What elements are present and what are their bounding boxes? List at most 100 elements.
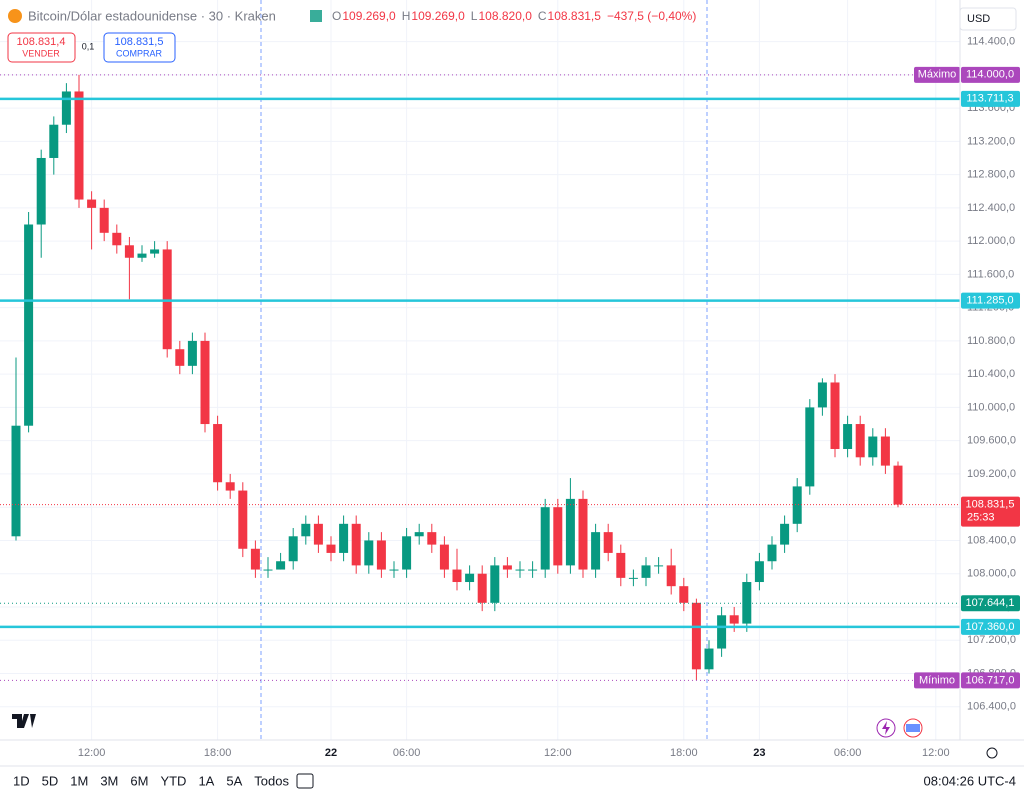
price-label: 111.285,0 [966, 294, 1013, 306]
range-bar: 1D 5D 1M 3M 6M YTD 1A 5A Todos [13, 773, 289, 788]
date-range-icon[interactable] [296, 773, 314, 789]
countdown: 25:33 [967, 511, 995, 523]
candle-body [805, 407, 815, 487]
sell-price[interactable]: 108.831,4 [17, 36, 66, 48]
candle-body [893, 465, 903, 505]
range-button[interactable]: 5A [226, 773, 242, 788]
candle-body [767, 544, 777, 562]
candle-body [339, 523, 349, 553]
range-button[interactable]: 5D [42, 773, 59, 788]
ohlc-value: 108.820,0 [478, 9, 532, 23]
ohlc-value: 108.831,5 [548, 9, 602, 23]
symbol-icon [8, 9, 22, 23]
candle-body [641, 565, 651, 578]
candle-body [11, 425, 21, 537]
x-tick-label: 18:00 [670, 747, 698, 759]
candle-body [540, 507, 550, 570]
y-tick-label: 112.000,0 [967, 235, 1015, 247]
ohlc-key: O [332, 9, 341, 23]
candle-body [528, 569, 538, 571]
sell-button[interactable] [7, 32, 76, 63]
buy-label[interactable]: COMPRAR [116, 48, 163, 58]
buy-price[interactable]: 108.831,5 [115, 36, 164, 48]
range-button[interactable]: YTD [160, 773, 186, 788]
candle-body [691, 602, 701, 670]
candle-body [351, 523, 361, 566]
candle-body [666, 565, 676, 587]
candle-body [200, 340, 210, 425]
y-tick-label: 114.400,0 [967, 35, 1015, 47]
candle-body [465, 573, 475, 583]
candle-body [150, 249, 160, 254]
candle-body [112, 232, 122, 246]
candle-body [591, 532, 601, 570]
candle-body [276, 561, 286, 570]
candle-body [754, 561, 764, 583]
candle-body [880, 436, 890, 466]
price-label-box [961, 595, 1020, 612]
candle-body [238, 490, 248, 549]
candle-body [175, 349, 185, 366]
candle-body [792, 486, 802, 524]
candle-body [439, 544, 449, 570]
candle-body [36, 157, 46, 225]
y-tick-label: 108.400,0 [967, 534, 1016, 546]
candle-body [515, 569, 525, 571]
candle-body [49, 124, 59, 158]
candle-body [855, 424, 865, 458]
candle-body [704, 648, 714, 670]
currency-box[interactable] [959, 7, 1017, 31]
settings-icon[interactable] [986, 747, 998, 759]
candle-body [364, 540, 374, 566]
currency[interactable]: USD [967, 13, 990, 25]
range-button[interactable]: 1D [13, 773, 30, 788]
range-button[interactable]: Todos [254, 773, 289, 788]
candle-body [301, 523, 311, 537]
price-label: 114.000,0 [966, 69, 1014, 81]
candle-body [99, 207, 109, 233]
range-button[interactable]: 3M [100, 773, 118, 788]
candle-body [717, 615, 727, 649]
price-label: 113.711,3 [966, 93, 1013, 105]
candle-body [326, 544, 336, 553]
candle-body [742, 582, 752, 624]
range-button[interactable]: 1M [70, 773, 88, 788]
range-button[interactable]: 1A [198, 773, 214, 788]
x-tick-label: 06:00 [834, 747, 862, 759]
range-button[interactable]: 6M [130, 773, 148, 788]
candle-body [679, 586, 689, 603]
candle-body [565, 498, 575, 566]
ohlc-value: 109.269,0 [411, 9, 465, 23]
y-tick-label: 113.200,0 [967, 135, 1015, 147]
candle-body [61, 91, 71, 125]
ohlc-key: H [402, 9, 411, 23]
buy-button[interactable] [103, 32, 176, 63]
candle-body [402, 536, 412, 570]
ohlc-value: 109.269,0 [342, 9, 396, 23]
candle-body [87, 199, 97, 208]
candle-body [187, 340, 197, 366]
x-tick-label: 18:00 [204, 747, 232, 759]
candle-body [452, 569, 462, 583]
events-bolt [882, 721, 890, 735]
candle-body [628, 577, 638, 579]
candle-body [843, 424, 853, 449]
flag [906, 724, 920, 732]
candle-body [616, 552, 626, 578]
price-label: 107.644,1 [966, 597, 1015, 609]
price-tag: Máximo [918, 69, 957, 81]
candle-body [830, 382, 840, 449]
price-label: 106.717,0 [966, 674, 1015, 686]
clock: 08:04:26 UTC-4 [924, 773, 1017, 788]
current-price: 108.831,5 [966, 498, 1015, 510]
spread: 0,1 [82, 41, 95, 51]
candle-body [477, 573, 487, 603]
ohlc-key: L [471, 9, 478, 23]
y-tick-label: 111.600,0 [967, 268, 1014, 280]
candle-body [74, 91, 84, 200]
symbol-title[interactable]: Bitcoin/Dólar estadounidense · 30 · Krak… [28, 8, 276, 23]
current-price-box [961, 496, 1020, 527]
sell-label[interactable]: VENDER [22, 48, 60, 58]
price-label-box [961, 672, 1020, 689]
